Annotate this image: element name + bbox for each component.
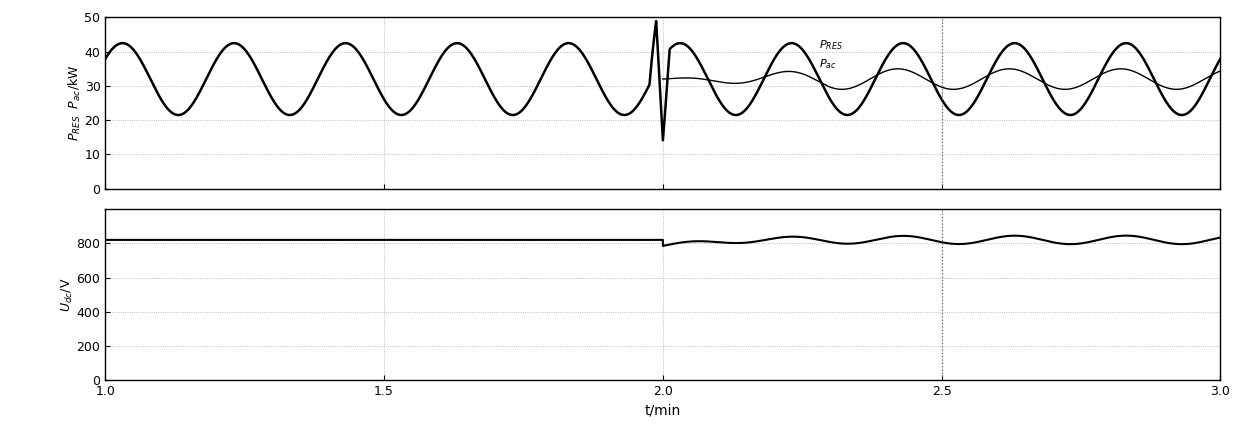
Y-axis label: $P_{RES}$  $P_{ac}$/kW: $P_{RES}$ $P_{ac}$/kW xyxy=(67,65,83,141)
Y-axis label: $U_{dc}$/V: $U_{dc}$/V xyxy=(59,277,76,312)
Text: $P_{ac}$: $P_{ac}$ xyxy=(819,57,836,71)
Text: $P_{RES}$: $P_{RES}$ xyxy=(819,38,843,52)
X-axis label: t/min: t/min xyxy=(644,404,681,418)
